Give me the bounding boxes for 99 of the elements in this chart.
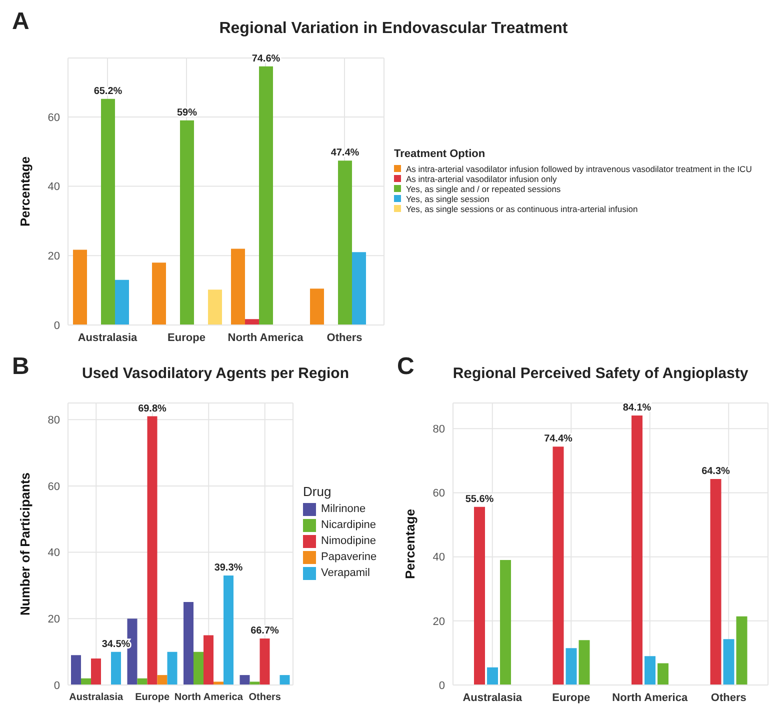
annotation: 69.8% bbox=[138, 403, 167, 414]
y-axis-title: Percentage bbox=[402, 508, 418, 580]
y-tick-label: 20 bbox=[432, 616, 445, 628]
legend-title: Treatment Option bbox=[394, 148, 486, 160]
bar bbox=[644, 656, 656, 685]
x-tick-label: Australasia bbox=[78, 332, 138, 344]
bar bbox=[115, 280, 129, 325]
bar bbox=[723, 639, 734, 685]
bar bbox=[180, 120, 194, 325]
bar bbox=[71, 655, 81, 685]
y-tick-label: 60 bbox=[48, 112, 60, 124]
bar bbox=[736, 616, 748, 685]
bar bbox=[157, 675, 168, 685]
y-tick-label: 60 bbox=[48, 480, 60, 493]
x-tick-label: Australasia bbox=[69, 692, 124, 704]
bar bbox=[184, 602, 194, 685]
legend-label: As intra-arterial vasodilator infusion only bbox=[406, 174, 557, 184]
legend-label: Milrinone bbox=[321, 503, 366, 515]
legend-label: Nicardipine bbox=[321, 519, 376, 531]
bar bbox=[101, 98, 115, 325]
y-tick-label: 40 bbox=[432, 552, 445, 564]
annotation: 66.7% bbox=[250, 626, 280, 637]
bar bbox=[260, 638, 270, 685]
x-tick-label: North America bbox=[612, 692, 688, 704]
x-tick-label: Australasia bbox=[462, 692, 523, 704]
data-label: 64.3% bbox=[702, 466, 730, 477]
data-label: 55.6% bbox=[465, 494, 494, 505]
bar bbox=[578, 640, 590, 685]
bar bbox=[658, 663, 668, 685]
data-label: 59% bbox=[176, 107, 198, 118]
data-label: 65.2% bbox=[94, 86, 122, 97]
bar bbox=[91, 658, 101, 685]
bar bbox=[259, 66, 273, 325]
x-tick-label: Others bbox=[248, 692, 282, 704]
y-tick-label: 80 bbox=[48, 414, 60, 426]
bar bbox=[240, 675, 250, 685]
bar bbox=[73, 250, 87, 325]
bar bbox=[224, 576, 234, 685]
bar bbox=[81, 678, 91, 685]
chart-title: Regional Perceived Safety of Angioplasty bbox=[452, 365, 750, 382]
bar bbox=[474, 506, 485, 685]
y-tick-label: 20 bbox=[48, 614, 60, 626]
bar bbox=[250, 682, 260, 685]
bar bbox=[194, 652, 204, 685]
legend-label: Papaverine bbox=[321, 551, 377, 563]
text: B bbox=[12, 353, 30, 381]
legend-title: Drug bbox=[303, 484, 332, 498]
y-tick-label: 40 bbox=[48, 547, 60, 560]
y-tick-label: 40 bbox=[48, 181, 60, 194]
data-label: 84.1% bbox=[622, 402, 652, 414]
bar bbox=[500, 560, 511, 685]
text: C bbox=[397, 353, 414, 381]
y-tick-label: 0 bbox=[54, 320, 60, 332]
bar bbox=[152, 262, 166, 325]
bar bbox=[352, 252, 366, 325]
bar bbox=[214, 682, 224, 685]
x-tick-label: North America bbox=[228, 332, 304, 344]
y-tick-label: 80 bbox=[432, 424, 445, 436]
data-label: 47.4% bbox=[330, 148, 360, 159]
bar bbox=[111, 652, 121, 685]
bar bbox=[245, 319, 259, 325]
x-tick-label: Europe bbox=[135, 692, 170, 704]
legend-label: Verapamil bbox=[321, 567, 370, 579]
text: A bbox=[12, 8, 30, 36]
bar bbox=[632, 416, 642, 685]
legend-label: Yes, as single session bbox=[406, 194, 490, 204]
bar bbox=[566, 648, 577, 685]
chart-title: Regional Variation in Endovascular Treatment bbox=[218, 20, 569, 38]
bar bbox=[147, 416, 158, 685]
y-tick-label: 0 bbox=[54, 680, 60, 692]
annotation: 39.3% bbox=[214, 562, 243, 574]
y-axis-title: Number of Participants bbox=[18, 472, 33, 616]
legend-label: As intra-arterial vasodilator infusion followed by intravenous vasodilator treatment in the ICU bbox=[406, 164, 752, 174]
y-tick-label: 60 bbox=[432, 488, 445, 500]
legend-label: Nimodipine bbox=[321, 535, 376, 547]
bar bbox=[204, 635, 214, 685]
x-tick-label: Others bbox=[710, 692, 746, 704]
y-axis-title: Percentage bbox=[18, 156, 33, 227]
bar bbox=[280, 675, 290, 685]
data-label: 74.4% bbox=[544, 434, 573, 445]
x-tick-label: Europe bbox=[168, 332, 206, 344]
bar bbox=[208, 290, 222, 325]
x-tick-label: Europe bbox=[552, 692, 590, 704]
bar bbox=[137, 678, 148, 685]
bar bbox=[487, 667, 498, 685]
bar bbox=[167, 652, 178, 685]
bar bbox=[231, 248, 245, 325]
data-label: 74.6% bbox=[252, 53, 280, 64]
x-tick-label: North America bbox=[174, 692, 244, 704]
bar bbox=[338, 160, 352, 325]
legend-label: Yes, as single and / or repeated sessions bbox=[406, 184, 561, 194]
y-tick-label: 20 bbox=[48, 250, 60, 263]
x-tick-label: Others bbox=[326, 332, 362, 344]
bar bbox=[310, 288, 324, 325]
y-tick-label: 0 bbox=[438, 680, 445, 692]
chart-title: Used Vasodilatory Agents per Region bbox=[80, 365, 350, 382]
bar bbox=[552, 446, 564, 685]
bar bbox=[710, 478, 722, 685]
legend-label: Yes, as single sessions or as continuous intra-arterial infusion bbox=[406, 204, 638, 214]
